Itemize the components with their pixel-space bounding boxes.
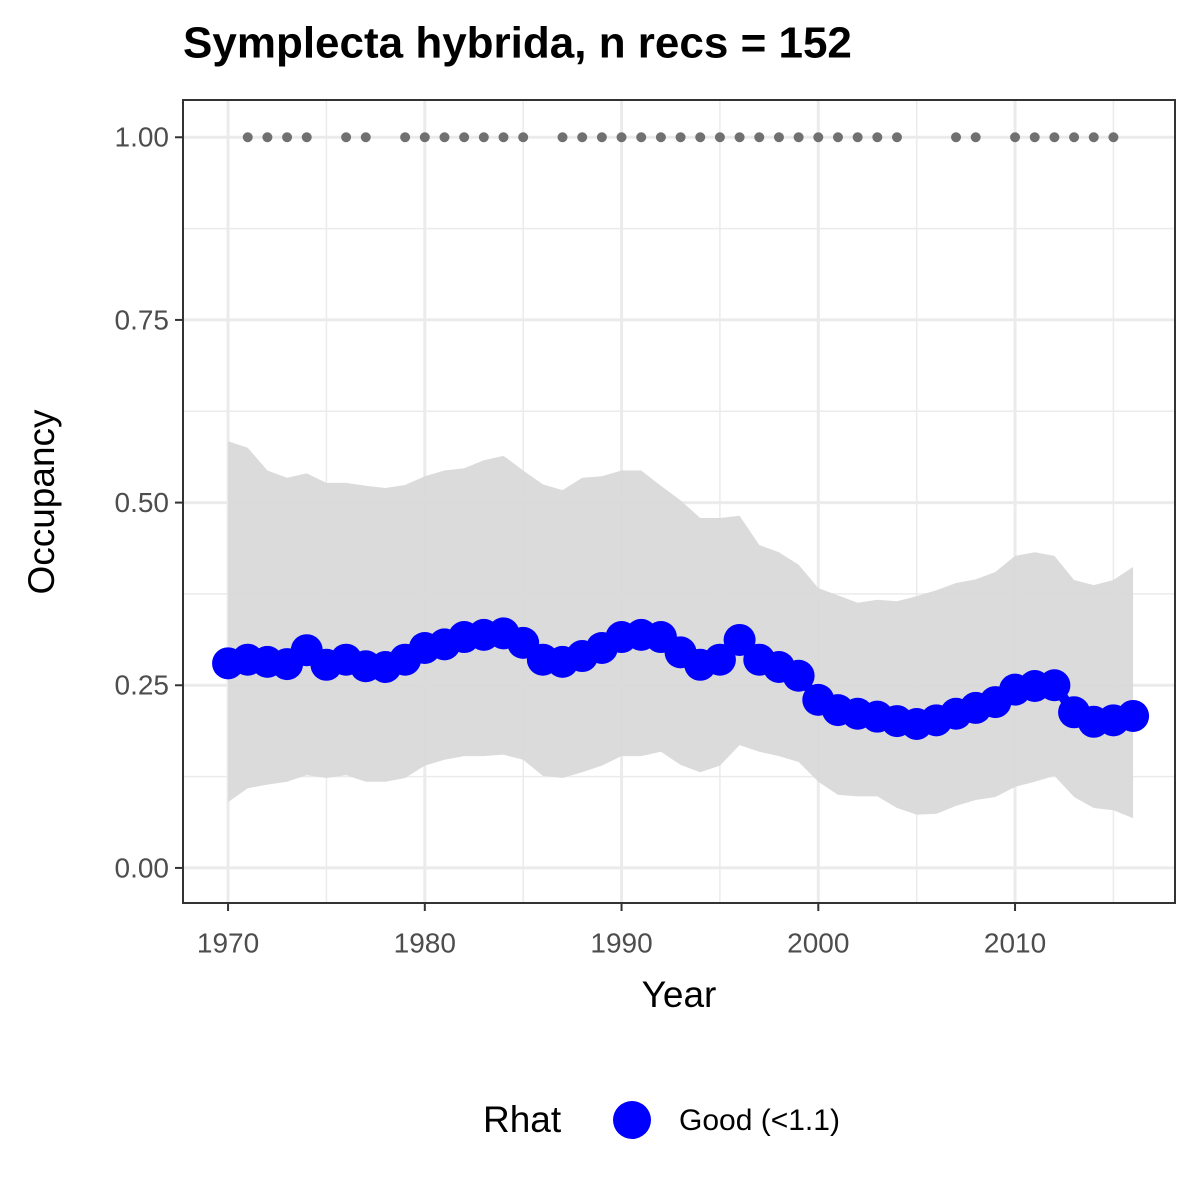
record-dot: [793, 132, 804, 143]
x-axis-title: Year: [642, 974, 717, 1015]
record-dot: [518, 132, 529, 143]
record-dot: [872, 132, 883, 143]
record-dot: [341, 132, 352, 143]
record-dot: [852, 132, 863, 143]
record-dot: [695, 132, 706, 143]
record-dot: [813, 132, 824, 143]
record-dot: [262, 132, 273, 143]
x-tick-label: 1990: [590, 927, 652, 958]
y-tick-label: 0.00: [115, 852, 170, 883]
legend-title: Rhat: [483, 1099, 562, 1140]
record-dot: [282, 132, 293, 143]
legend-key: [613, 1101, 651, 1139]
chart-title: Symplecta hybrida, n recs = 152: [183, 19, 852, 68]
record-dot: [557, 132, 568, 143]
record-dot: [951, 132, 962, 143]
occupancy-point: [782, 659, 815, 692]
record-dot: [655, 132, 666, 143]
record-dot: [419, 132, 430, 143]
record-dot: [1049, 132, 1060, 143]
record-dot: [1108, 132, 1119, 143]
occupancy-point: [1038, 669, 1071, 702]
record-dot: [242, 132, 253, 143]
x-tick-label: 1980: [394, 927, 456, 958]
y-tick-label: 0.75: [115, 304, 170, 335]
y-tick-label: 0.50: [115, 487, 170, 518]
record-dot: [1029, 132, 1040, 143]
y-axis-title: Occupancy: [21, 409, 62, 595]
record-dot: [478, 132, 489, 143]
record-dot: [754, 132, 765, 143]
record-dot: [832, 132, 843, 143]
record-dot: [577, 132, 588, 143]
occupancy-point: [723, 623, 756, 656]
record-dot: [636, 132, 647, 143]
record-dot: [734, 132, 745, 143]
y-tick-label: 1.00: [115, 122, 170, 153]
plot-border: [182, 99, 1176, 904]
record-dot: [1010, 132, 1021, 143]
record-dot: [1069, 132, 1080, 143]
record-dot: [773, 132, 784, 143]
occupancy-point: [1117, 699, 1150, 732]
occupancy-point: [703, 643, 736, 676]
record-dot: [301, 132, 312, 143]
record-dot: [714, 132, 725, 143]
x-tick-label: 2000: [787, 927, 849, 958]
record-dot: [459, 132, 470, 143]
legend-label: Good (<1.1): [679, 1104, 840, 1137]
record-dot: [1088, 132, 1099, 143]
record-dot: [616, 132, 627, 143]
record-dot: [970, 132, 981, 143]
record-dot: [498, 132, 509, 143]
record-dot: [360, 132, 371, 143]
record-dot: [596, 132, 607, 143]
y-tick-label: 0.25: [115, 670, 170, 701]
x-tick-label: 2010: [984, 927, 1046, 958]
record-dot: [439, 132, 450, 143]
record-dot: [891, 132, 902, 143]
record-dot: [675, 132, 686, 143]
record-dot: [400, 132, 411, 143]
x-tick-label: 1970: [197, 927, 259, 958]
